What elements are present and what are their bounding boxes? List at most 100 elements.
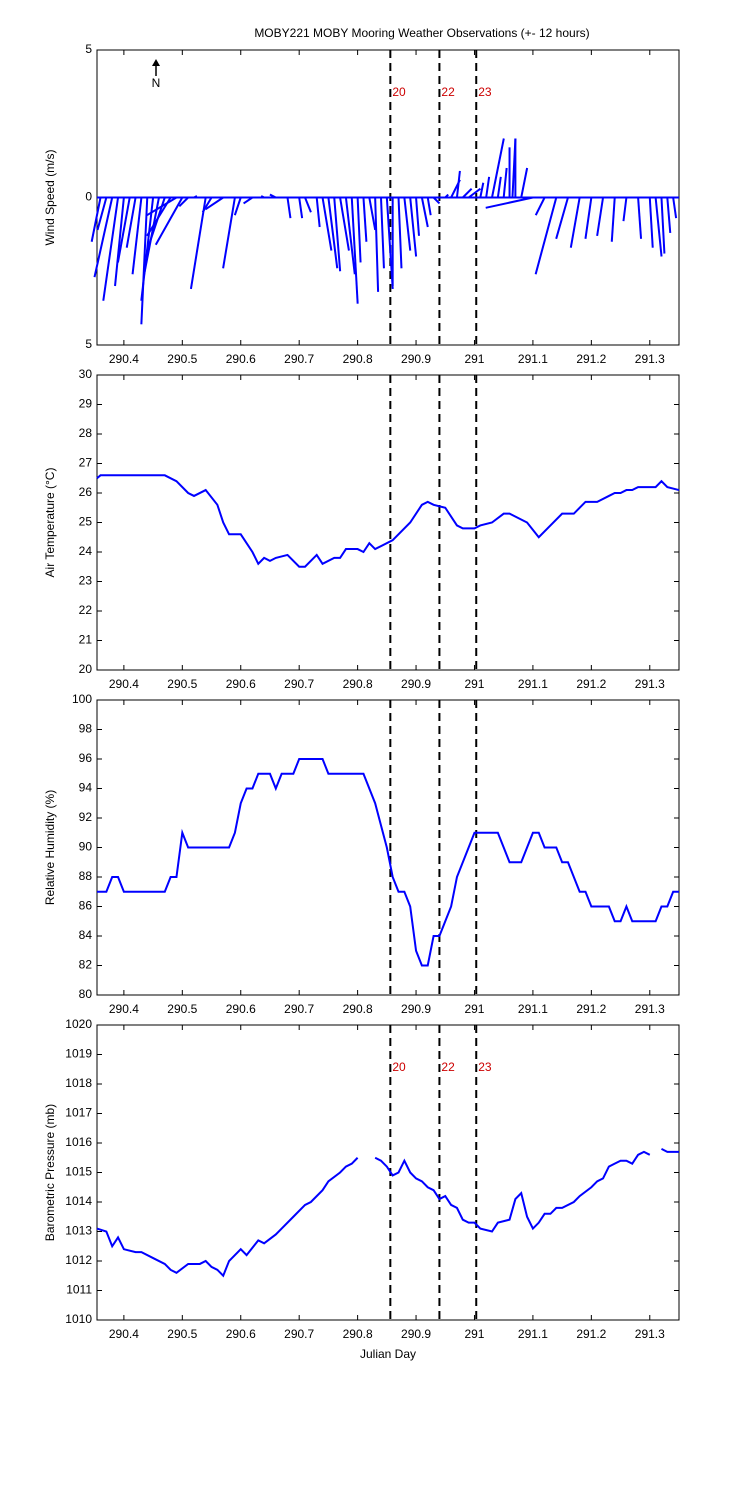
data-line xyxy=(661,1148,679,1153)
x-tick-label: 290.5 xyxy=(167,1327,197,1341)
x-tick-label: 290.7 xyxy=(284,1002,314,1016)
x-tick-label: 290.6 xyxy=(226,1002,256,1016)
y-tick-label: 5 xyxy=(85,337,92,351)
event-label: 22 xyxy=(441,1060,455,1074)
figure-title: MOBY221 MOBY Mooring Weather Observation… xyxy=(254,26,589,40)
x-tick-label: 290.5 xyxy=(167,677,197,691)
event-label: 20 xyxy=(392,1060,406,1074)
wind-stick xyxy=(534,197,546,216)
wind-stick xyxy=(96,197,108,231)
north-label: N xyxy=(152,76,161,90)
x-tick-label: 290.8 xyxy=(343,1002,373,1016)
wind-stick xyxy=(491,138,505,198)
wind-stick xyxy=(397,197,403,269)
x-tick-label: 290.4 xyxy=(109,677,139,691)
y-tick-label: 88 xyxy=(79,869,93,883)
y-tick-label: 21 xyxy=(79,633,93,647)
wind-stick xyxy=(321,197,333,251)
wind-stick xyxy=(660,197,666,254)
x-tick-label: 290.5 xyxy=(167,352,197,366)
wind-stick xyxy=(178,196,189,208)
x-tick-label: 291 xyxy=(464,677,484,691)
x-tick-label: 290.6 xyxy=(226,677,256,691)
x-tick-label: 290.6 xyxy=(226,1327,256,1341)
y-tick-label: 1013 xyxy=(65,1224,92,1238)
y-tick-label: 24 xyxy=(79,544,93,558)
x-tick-label: 290.7 xyxy=(284,677,314,691)
data-line xyxy=(97,758,679,967)
wind-stick xyxy=(610,197,616,242)
wind-stick xyxy=(569,197,581,248)
y-tick-label: 0 xyxy=(85,190,92,204)
y-axis-label: Barometric Pressure (mb) xyxy=(43,1104,57,1241)
wind-stick xyxy=(362,197,368,242)
wind-stick xyxy=(125,197,137,248)
y-axis-label: Wind Speed (m/s) xyxy=(43,149,57,245)
y-tick-label: 100 xyxy=(72,692,92,706)
y-tick-label: 90 xyxy=(79,840,93,854)
wind-stick xyxy=(455,170,461,198)
y-tick-label: 20 xyxy=(79,662,93,676)
x-tick-label: 290.4 xyxy=(109,1002,139,1016)
wind-stick xyxy=(114,197,125,287)
y-tick-label: 86 xyxy=(79,899,93,913)
wind-stick xyxy=(485,196,534,209)
y-tick-label: 5 xyxy=(85,42,92,56)
x-tick-label: 291.2 xyxy=(576,352,606,366)
y-tick-label: 92 xyxy=(79,810,93,824)
wind-stick xyxy=(356,197,362,263)
wind-stick xyxy=(622,197,628,222)
wind-stick xyxy=(90,197,102,242)
wind-stick xyxy=(333,197,342,272)
wind-stick xyxy=(654,197,663,257)
x-tick-label: 291.1 xyxy=(518,352,548,366)
wind-stick xyxy=(350,197,359,304)
wind-stick xyxy=(485,176,491,198)
x-tick-label: 291.3 xyxy=(635,1002,665,1016)
x-tick-label: 291.3 xyxy=(635,677,665,691)
y-tick-label: 1016 xyxy=(65,1135,92,1149)
wind-stick xyxy=(666,197,672,233)
wind-stick xyxy=(409,197,418,257)
y-tick-label: 29 xyxy=(79,397,93,411)
x-tick-label: 290.9 xyxy=(401,1327,431,1341)
event-label: 20 xyxy=(392,85,406,99)
y-tick-label: 1010 xyxy=(65,1312,92,1326)
x-tick-label: 291 xyxy=(464,352,484,366)
y-tick-label: 1011 xyxy=(66,1283,92,1297)
wind-stick xyxy=(596,197,605,237)
y-tick-label: 22 xyxy=(79,603,93,617)
x-tick-label: 290.9 xyxy=(401,677,431,691)
data-line xyxy=(374,1150,651,1233)
wind-stick xyxy=(648,197,654,248)
wind-stick xyxy=(154,197,184,246)
wind-stick xyxy=(479,182,485,198)
wind-stick xyxy=(468,187,482,199)
y-tick-label: 25 xyxy=(79,515,93,529)
wind-stick xyxy=(93,197,114,278)
y-tick-label: 94 xyxy=(79,781,93,795)
wind-stick xyxy=(344,197,356,275)
x-tick-label: 291.2 xyxy=(576,1002,606,1016)
event-label: 22 xyxy=(441,85,455,99)
x-axis-label: Julian Day xyxy=(360,1347,416,1361)
y-tick-label: 1018 xyxy=(65,1076,92,1090)
wind-stick xyxy=(131,197,143,275)
y-tick-label: 96 xyxy=(79,751,93,765)
wind-stick xyxy=(415,197,420,236)
wind-stick xyxy=(584,197,593,239)
data-line xyxy=(96,1157,359,1278)
y-tick-label: 1017 xyxy=(65,1106,92,1120)
wind-stick xyxy=(403,197,412,251)
x-tick-label: 290.8 xyxy=(343,677,373,691)
y-tick-label: 80 xyxy=(79,987,93,1001)
x-tick-label: 290.4 xyxy=(109,1327,139,1341)
y-tick-label: 23 xyxy=(79,574,93,588)
y-tick-label: 82 xyxy=(79,958,93,972)
x-tick-label: 291.3 xyxy=(635,352,665,366)
y-tick-label: 1014 xyxy=(65,1194,92,1208)
wind-stick xyxy=(189,197,207,290)
wind-stick xyxy=(286,197,292,219)
x-tick-label: 290.9 xyxy=(401,352,431,366)
wind-stick xyxy=(304,197,312,213)
